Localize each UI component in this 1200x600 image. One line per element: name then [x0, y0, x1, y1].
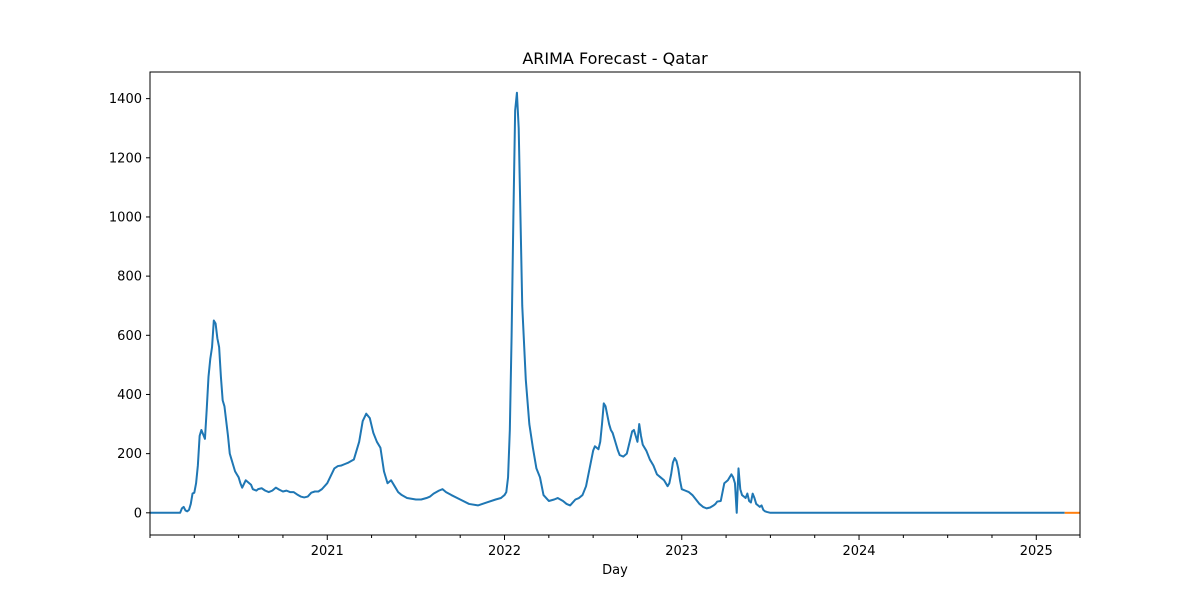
y-tick-label: 200	[117, 447, 142, 462]
x-tick-label: 2023	[665, 544, 698, 559]
plot-layer	[150, 91, 1080, 514]
y-tick-label: 600	[117, 329, 142, 344]
y-tick-label: 1200	[109, 151, 142, 166]
y-tick-label: 1000	[109, 210, 142, 225]
y-tick-label: 0	[134, 506, 142, 521]
y-tick-label: 400	[117, 388, 142, 403]
x-axis-label: Day	[602, 563, 628, 578]
series-line-0	[150, 91, 1065, 514]
x-tick-label: 2021	[311, 544, 344, 559]
x-tick-label: 2022	[488, 544, 521, 559]
y-tick-label: 1400	[109, 92, 142, 107]
chart-title: ARIMA Forecast - Qatar	[522, 49, 708, 68]
axes-layer: 0 200 400 600 800 1000 1200 1400 2021 2022 2023 202…	[109, 92, 1081, 559]
x-tick-label: 2024	[842, 544, 875, 559]
y-tick-label: 800	[117, 270, 142, 285]
x-tick-label: 2025	[1020, 544, 1053, 559]
plot-frame	[149, 71, 1081, 536]
